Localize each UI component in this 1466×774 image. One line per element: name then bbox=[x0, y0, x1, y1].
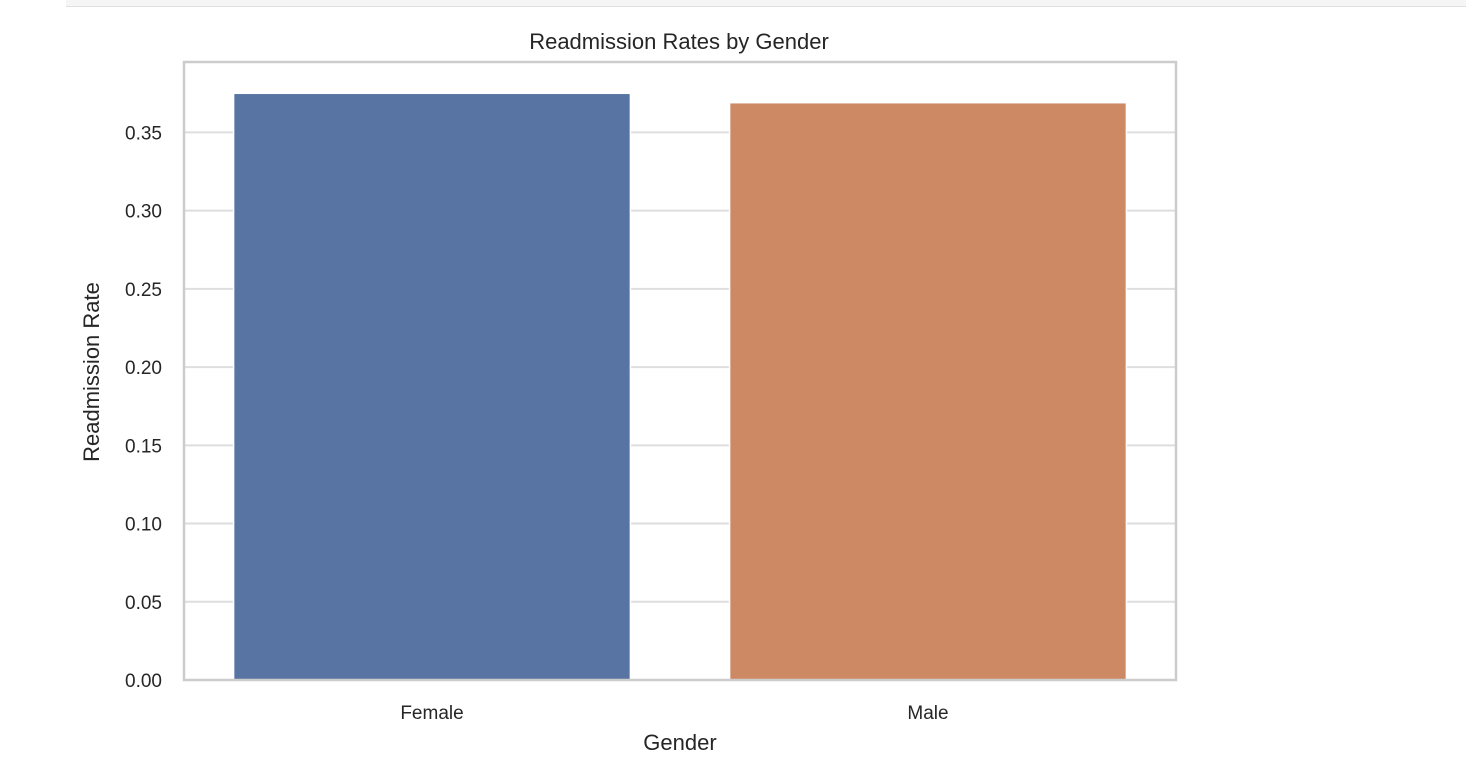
y-tick-label: 0.15 bbox=[125, 436, 162, 457]
bars bbox=[232, 92, 1128, 681]
x-tick-labels: Female Male bbox=[400, 703, 948, 724]
y-tick-label: 0.10 bbox=[125, 515, 162, 536]
y-tick-label: 0.00 bbox=[125, 671, 162, 692]
y-tick-label: 0.35 bbox=[125, 123, 162, 144]
y-axis-label: Readmission Rate bbox=[79, 282, 104, 462]
notebook-output-separator bbox=[66, 0, 1466, 7]
y-tick-label: 0.30 bbox=[125, 202, 162, 223]
y-tick-label: 0.05 bbox=[125, 593, 162, 614]
x-tick-label: Male bbox=[907, 703, 948, 724]
plot-frame bbox=[182, 60, 1178, 682]
x-tick-label: Female bbox=[400, 703, 463, 724]
x-axis-label: Gender bbox=[643, 730, 716, 755]
chart-title: Readmission Rates by Gender bbox=[529, 29, 829, 54]
y-tick-label: 0.20 bbox=[125, 358, 162, 379]
bar-female bbox=[232, 92, 632, 681]
bar-male bbox=[728, 101, 1128, 681]
y-tick-label: 0.25 bbox=[125, 280, 162, 301]
y-tick-labels: 0.00 0.05 0.10 0.15 0.20 0.25 0.30 0.35 bbox=[125, 123, 162, 692]
